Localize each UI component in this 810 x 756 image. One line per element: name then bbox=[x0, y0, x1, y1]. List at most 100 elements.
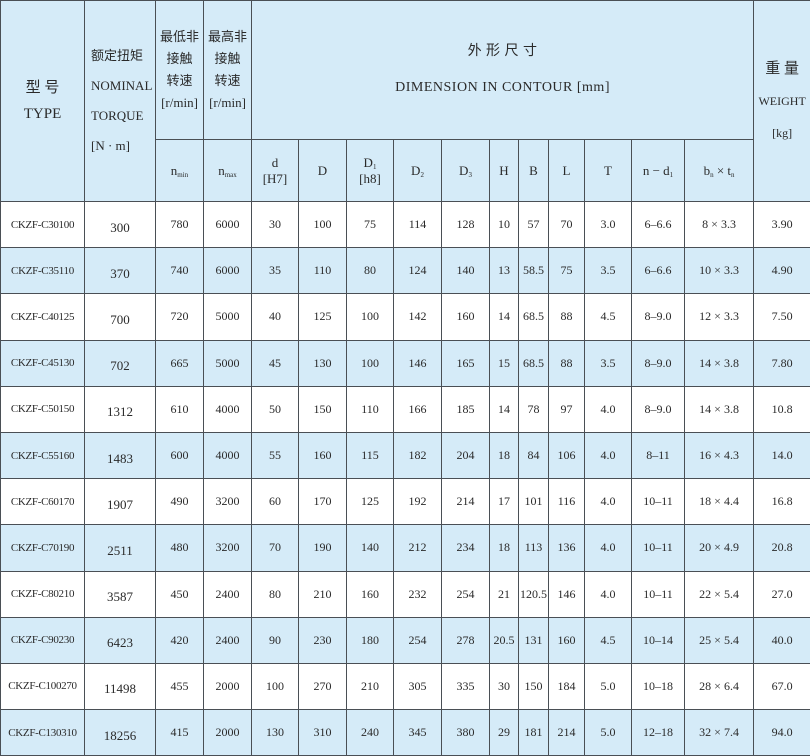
table-cell: 10 bbox=[490, 202, 519, 248]
table-cell: 415 bbox=[156, 710, 204, 756]
table-cell: 128 bbox=[442, 202, 490, 248]
model-cell: CKZF-C30100 bbox=[1, 202, 85, 248]
column-header-text: B bbox=[529, 163, 538, 178]
table-cell: 780 bbox=[156, 202, 204, 248]
weight-header-cn: 重 量 bbox=[754, 53, 810, 85]
max-speed-header: 最高非 接触 转速 [r/min] bbox=[204, 1, 252, 140]
table-cell: 18 bbox=[490, 525, 519, 571]
table-cell: 184 bbox=[549, 663, 585, 709]
table-cell: 3.0 bbox=[585, 202, 632, 248]
table-cell: 80 bbox=[252, 571, 299, 617]
table-cell: 18 bbox=[490, 432, 519, 478]
table-cell: 12–18 bbox=[632, 710, 685, 756]
table-cell: 25 × 5.4 bbox=[685, 617, 754, 663]
model-cell: CKZF-C130310 bbox=[1, 710, 85, 756]
table-cell: 190 bbox=[299, 525, 347, 571]
table-cell: 160 bbox=[442, 294, 490, 340]
table-cell: 100 bbox=[252, 663, 299, 709]
table-cell: 6000 bbox=[204, 248, 252, 294]
column-header-text: D bbox=[364, 155, 373, 170]
table-cell: 2000 bbox=[204, 710, 252, 756]
type-header-cn: 型 号 bbox=[1, 75, 84, 101]
table-cell: 14 × 3.8 bbox=[685, 386, 754, 432]
table-cell: 18 × 4.4 bbox=[685, 479, 754, 525]
column-header-text: min bbox=[177, 171, 188, 179]
table-cell: 170 bbox=[299, 479, 347, 525]
table-cell: 278 bbox=[442, 617, 490, 663]
table-cell: 70 bbox=[549, 202, 585, 248]
table-cell: 30 bbox=[252, 202, 299, 248]
table-cell: 15 bbox=[490, 340, 519, 386]
table-cell: 125 bbox=[347, 479, 394, 525]
table-cell: 150 bbox=[299, 386, 347, 432]
model-cell: CKZF-C100270 bbox=[1, 663, 85, 709]
table-cell: 110 bbox=[347, 386, 394, 432]
table-cell: 130 bbox=[252, 710, 299, 756]
table-header: 型 号 TYPE 额定扭矩 NOMINAL TORQUE [N · m] 最低非… bbox=[1, 1, 810, 202]
table-cell: 16 × 4.3 bbox=[685, 432, 754, 478]
table-cell: 101 bbox=[519, 479, 549, 525]
table-cell: 114 bbox=[394, 202, 442, 248]
max-speed-unit: [r/min] bbox=[204, 92, 251, 114]
column-header-text: n − d bbox=[643, 163, 670, 178]
table-cell: 10–14 bbox=[632, 617, 685, 663]
model-cell: CKZF-C50150 bbox=[1, 386, 85, 432]
table-cell: 3200 bbox=[204, 525, 252, 571]
type-header: 型 号 TYPE bbox=[1, 1, 85, 202]
table-cell: 3587 bbox=[85, 571, 156, 617]
table-cell: 4.0 bbox=[585, 571, 632, 617]
table-cell: 305 bbox=[394, 663, 442, 709]
table-cell: 2400 bbox=[204, 617, 252, 663]
column-header: D2 bbox=[394, 140, 442, 202]
table-cell: 40 bbox=[252, 294, 299, 340]
table-cell: 94.0 bbox=[754, 710, 810, 756]
table-cell: 88 bbox=[549, 294, 585, 340]
table-cell: 3.5 bbox=[585, 340, 632, 386]
table-cell: 130 bbox=[299, 340, 347, 386]
table-cell: 60 bbox=[252, 479, 299, 525]
table-cell: 490 bbox=[156, 479, 204, 525]
table-cell: 75 bbox=[347, 202, 394, 248]
table-cell: 113 bbox=[519, 525, 549, 571]
model-cell: CKZF-C60170 bbox=[1, 479, 85, 525]
column-header-text: H bbox=[499, 163, 508, 178]
table-cell: 10–11 bbox=[632, 571, 685, 617]
table-cell: 700 bbox=[85, 294, 156, 340]
table-cell: 720 bbox=[156, 294, 204, 340]
table-cell: 335 bbox=[442, 663, 490, 709]
max-speed-cn3: 转速 bbox=[204, 70, 251, 92]
torque-header: 额定扭矩 NOMINAL TORQUE [N · m] bbox=[85, 1, 156, 202]
torque-header-en2: TORQUE bbox=[91, 101, 155, 131]
table-cell: 4.5 bbox=[585, 294, 632, 340]
max-speed-cn1: 最高非 bbox=[204, 26, 251, 48]
dimension-header-cn: 外 形 尺 寸 bbox=[252, 34, 753, 70]
column-header: H bbox=[490, 140, 519, 202]
table-cell: 4000 bbox=[204, 432, 252, 478]
column-header-text: T bbox=[604, 163, 612, 178]
torque-header-unit: [N · m] bbox=[91, 131, 155, 161]
column-header-text: D bbox=[318, 163, 327, 178]
table-cell: 4.0 bbox=[585, 386, 632, 432]
column-header: D3 bbox=[442, 140, 490, 202]
table-cell: 5.0 bbox=[585, 710, 632, 756]
table-cell: 10.8 bbox=[754, 386, 810, 432]
table-cell: 68.5 bbox=[519, 294, 549, 340]
min-speed-header: 最低非 接触 转速 [r/min] bbox=[156, 1, 204, 140]
table-cell: 14 bbox=[490, 294, 519, 340]
table-cell: 7.50 bbox=[754, 294, 810, 340]
table-cell: 57 bbox=[519, 202, 549, 248]
table-cell: 10–18 bbox=[632, 663, 685, 709]
table-cell: 14 × 3.8 bbox=[685, 340, 754, 386]
torque-header-cn: 额定扭矩 bbox=[91, 41, 155, 71]
column-header-text: L bbox=[563, 163, 571, 178]
table-cell: 370 bbox=[85, 248, 156, 294]
table-cell: 67.0 bbox=[754, 663, 810, 709]
table-cell: 450 bbox=[156, 571, 204, 617]
type-header-en: TYPE bbox=[1, 101, 84, 127]
table-cell: 160 bbox=[347, 571, 394, 617]
table-cell: 28 × 6.4 bbox=[685, 663, 754, 709]
